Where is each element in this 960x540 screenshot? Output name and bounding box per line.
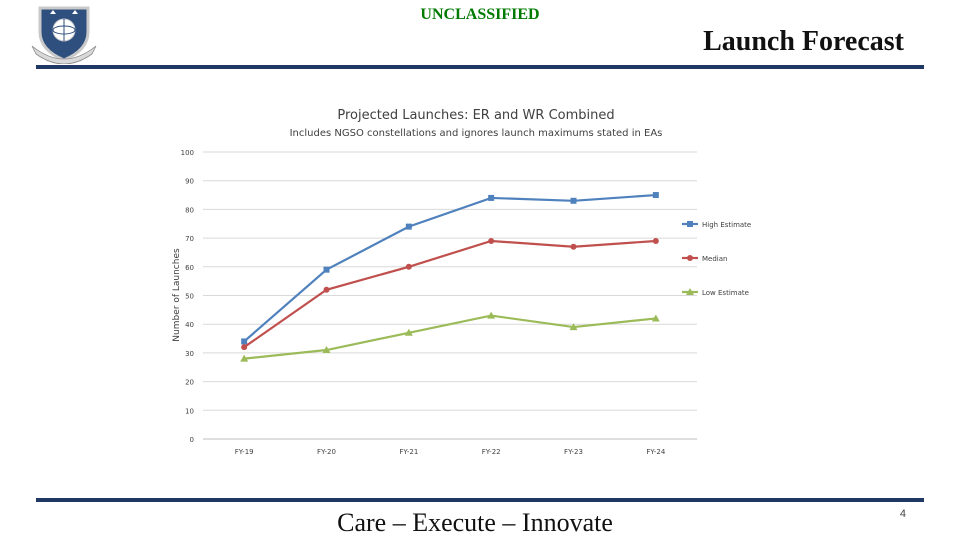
data-point-high-estimate bbox=[488, 194, 495, 201]
chart-subtitle: Includes NGSO constellations and ignores… bbox=[290, 128, 663, 139]
data-point-low-estimate bbox=[404, 328, 413, 336]
data-point-high-estimate bbox=[570, 197, 577, 204]
legend-swatch-marker bbox=[687, 221, 693, 227]
data-point-high-estimate bbox=[241, 338, 248, 345]
space-command-shield-icon bbox=[31, 6, 97, 64]
y-tick-label: 0 bbox=[190, 436, 194, 444]
data-point-low-estimate bbox=[651, 314, 660, 322]
y-tick-label: 20 bbox=[185, 379, 194, 387]
y-tick-label: 100 bbox=[181, 149, 194, 157]
data-point-median bbox=[570, 243, 577, 250]
y-tick-label: 90 bbox=[185, 178, 194, 186]
series-high-estimate bbox=[241, 192, 659, 345]
x-tick-label: FY-20 bbox=[317, 448, 336, 456]
y-tick-label: 80 bbox=[185, 206, 194, 214]
data-point-low-estimate bbox=[569, 323, 578, 331]
data-point-median bbox=[488, 237, 495, 244]
x-tick-label: FY-19 bbox=[235, 448, 254, 456]
y-tick-label: 30 bbox=[185, 350, 194, 358]
x-tick-label: FY-23 bbox=[564, 448, 583, 456]
header-divider bbox=[36, 65, 924, 69]
legend-item-low-estimate: Low Estimate bbox=[682, 288, 749, 297]
x-tick-labels: FY-19 FY-20 FY-21 FY-22 FY-23 FY-24 bbox=[235, 448, 666, 456]
data-point-median bbox=[241, 344, 248, 351]
series-line-median bbox=[243, 239, 656, 349]
data-point-low-estimate bbox=[240, 354, 249, 362]
x-tick-label: FY-21 bbox=[399, 448, 418, 456]
series-line-high-estimate bbox=[243, 193, 656, 343]
legend-label: High Estimate bbox=[702, 221, 751, 229]
x-tick-label: FY-22 bbox=[482, 448, 501, 456]
legend-swatch-marker bbox=[686, 288, 694, 295]
legend-label: Median bbox=[702, 255, 727, 263]
slide-title: Launch Forecast bbox=[703, 26, 904, 57]
y-tick-label: 10 bbox=[185, 407, 194, 415]
legend: High Estimate Median Low Estimate bbox=[682, 221, 751, 297]
y-tick-label: 70 bbox=[185, 235, 194, 243]
data-point-median bbox=[405, 263, 412, 270]
legend-item-high-estimate: High Estimate bbox=[682, 221, 751, 229]
chart-title: Projected Launches: ER and WR Combined bbox=[337, 108, 614, 123]
data-point-median bbox=[652, 237, 659, 244]
series-low-estimate bbox=[240, 311, 660, 362]
gridlines bbox=[203, 151, 697, 411]
y-axis-label: Number of Launches bbox=[172, 248, 182, 342]
y-tick-label: 50 bbox=[185, 293, 194, 301]
y-tick-label: 40 bbox=[185, 321, 194, 329]
page-number: 4 bbox=[899, 508, 906, 520]
y-tick-labels: 0 10 20 30 40 50 60 70 80 90 100 bbox=[181, 149, 194, 444]
data-point-high-estimate bbox=[652, 192, 659, 199]
footer-divider bbox=[36, 498, 924, 502]
data-point-low-estimate bbox=[487, 311, 496, 319]
data-series bbox=[240, 192, 660, 362]
data-point-high-estimate bbox=[323, 266, 330, 273]
series-line-low-estimate bbox=[244, 314, 656, 360]
data-point-low-estimate bbox=[322, 346, 331, 354]
classification-banner: UNCLASSIFIED bbox=[420, 6, 540, 23]
data-point-median bbox=[323, 286, 330, 293]
y-tick-label: 60 bbox=[185, 264, 194, 272]
x-tick-label: FY-24 bbox=[646, 448, 665, 456]
footer-motto: Care – Execute – Innovate bbox=[337, 508, 613, 537]
series-median bbox=[241, 237, 659, 351]
legend-label: Low Estimate bbox=[702, 289, 749, 297]
data-point-high-estimate bbox=[405, 223, 412, 230]
legend-swatch-marker bbox=[687, 255, 693, 261]
legend-item-median: Median bbox=[682, 255, 727, 263]
